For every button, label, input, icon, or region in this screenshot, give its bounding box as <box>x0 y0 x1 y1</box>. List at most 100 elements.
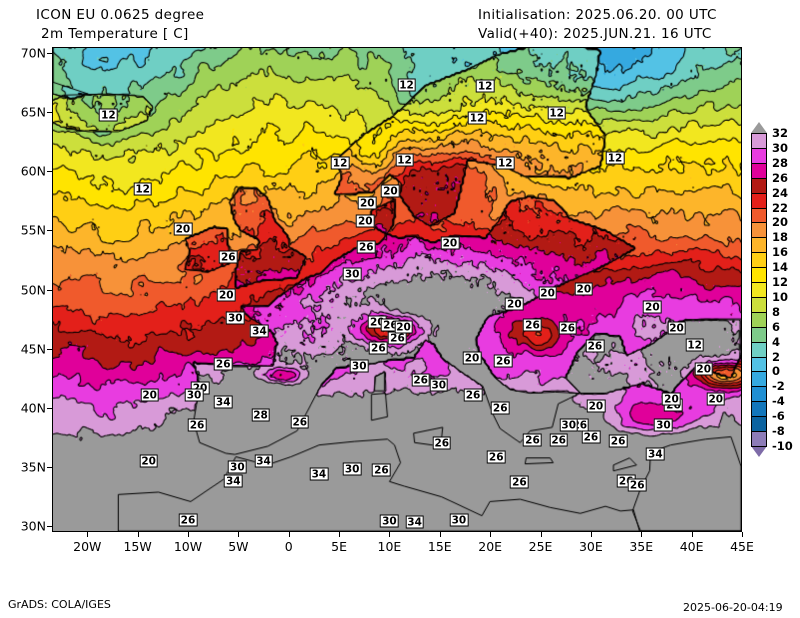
colorbar-label: -10 <box>772 439 793 453</box>
y-tick <box>47 466 52 468</box>
colorbar-tick <box>751 177 767 179</box>
contour-label: 20 <box>706 392 726 406</box>
contour-label: 20 <box>140 388 159 402</box>
render-timestamp: 2025-06-20-04:19 <box>683 601 783 614</box>
colorbar-label: 22 <box>772 200 789 215</box>
x-tick <box>187 532 189 537</box>
x-axis-label: 5E <box>331 539 348 554</box>
x-axis-label: 45E <box>730 539 754 554</box>
contour-label: 34 <box>254 454 273 468</box>
contour-label: 20 <box>662 392 681 406</box>
colorbar-label: -2 <box>772 379 785 394</box>
contour-label: 26 <box>490 401 510 415</box>
colorbar-band <box>751 192 767 208</box>
y-tick <box>47 52 52 54</box>
x-tick <box>339 532 341 537</box>
colorbar-label: 16 <box>772 245 789 260</box>
colorbar-band <box>751 237 767 253</box>
contour-label: 26 <box>372 463 391 477</box>
colorbar-label: 20 <box>772 215 789 230</box>
contour-label: 30 <box>349 359 369 373</box>
colorbar-tick <box>751 192 767 194</box>
x-axis-label: 0 <box>284 539 293 554</box>
contour-label: 20 <box>394 320 413 334</box>
colorbar-band <box>751 431 767 446</box>
colorbar-band <box>751 177 767 193</box>
contour-label: 34 <box>250 324 269 338</box>
colorbar-band <box>751 326 767 342</box>
x-axis-label: 40E <box>679 539 704 554</box>
colorbar-band <box>751 207 767 223</box>
x-axis-label: 20E <box>478 539 503 554</box>
contour-label: 26 <box>411 373 430 387</box>
colorbar-label: 14 <box>772 260 789 275</box>
contour-label: 12 <box>133 182 152 196</box>
contour-label: 30 <box>654 418 673 432</box>
contour-label: 12 <box>395 153 414 167</box>
contour-label: 34 <box>223 474 243 488</box>
contour-label: 30 <box>226 311 245 325</box>
contour-label: 26 <box>510 475 529 489</box>
colorbar-label: -6 <box>772 409 785 424</box>
contour-label: 20 <box>538 286 557 300</box>
colorbar-band <box>751 267 767 283</box>
colorbar-tick <box>751 282 767 284</box>
y-tick <box>47 112 52 114</box>
contour-label: 30 <box>449 513 469 527</box>
contour-label: 28 <box>251 408 270 422</box>
contour-label: 26 <box>608 434 628 448</box>
colorbar-tick <box>751 222 767 224</box>
colorbar-band <box>751 296 767 312</box>
y-axis-label: 45N <box>20 341 46 357</box>
colorbar-tick <box>751 446 767 447</box>
x-axis-label: 20W <box>73 539 102 554</box>
colorbar-tick <box>751 431 767 433</box>
colorbar-band <box>751 386 767 402</box>
contour-label: 34 <box>405 515 424 529</box>
y-axis-label: 60N <box>20 163 46 179</box>
x-tick <box>288 532 290 537</box>
contour-label: 26 <box>178 513 198 527</box>
contour-label: 20 <box>139 454 158 468</box>
colorbar-tick <box>751 237 767 239</box>
contour-label: 30 <box>559 418 579 432</box>
contour-label: 30 <box>342 267 362 281</box>
temperature-map[interactable]: 12 12 20 26 20 30 34 26 20 30 34 20 20 26 28 34 30 26 34 26… <box>52 47 742 532</box>
contour-label: 12 <box>475 79 495 93</box>
colorbar-label: -4 <box>772 394 785 409</box>
x-tick <box>439 532 441 537</box>
colorbar-label: 24 <box>772 185 789 200</box>
colorbar-over-arrow <box>751 122 767 133</box>
x-tick <box>490 532 492 537</box>
contour-label: 30 <box>184 388 204 402</box>
grads-credit: GrADS: COLA/IGES <box>8 598 111 611</box>
x-axis-label: 35E <box>629 539 654 554</box>
x-tick <box>137 532 139 537</box>
contour-label: 26 <box>290 415 310 429</box>
contour-label: 26 <box>523 433 542 447</box>
colorbar-tick <box>751 162 767 164</box>
contour-label: 20 <box>440 236 460 250</box>
x-tick <box>691 532 693 537</box>
x-tick <box>641 532 643 537</box>
model-title: ICON EU 0.0625 degree <box>36 7 205 23</box>
y-tick <box>47 289 52 291</box>
contour-label: 26 <box>356 240 376 254</box>
colorbar-tick <box>751 252 767 254</box>
colorbar-tick <box>751 147 767 149</box>
contour-label: 30 <box>380 514 399 528</box>
x-axis-label: 15W <box>123 539 152 554</box>
colorbar-label: -8 <box>772 424 785 439</box>
x-axis-label: 10W <box>173 539 203 554</box>
contour-label: 20 <box>694 362 714 376</box>
colorbar-label: 0 <box>772 364 781 379</box>
x-axis-label: 25E <box>528 539 553 554</box>
valid-time: Valid(+40): 2025.JUN.21. 16 UTC <box>478 26 712 42</box>
y-tick <box>47 526 52 528</box>
temperature-colorbar[interactable]: -10 -8 -6 -4 -2 0 2 4 6 8 10 12 14 16 18 20 22 24 26 28 30 32 <box>751 122 793 457</box>
contour-label: 20 <box>216 288 236 302</box>
colorbar-band <box>751 282 767 297</box>
colorbar-label: 4 <box>772 334 781 349</box>
contour-label: 26 <box>218 250 238 264</box>
x-tick <box>389 532 391 537</box>
